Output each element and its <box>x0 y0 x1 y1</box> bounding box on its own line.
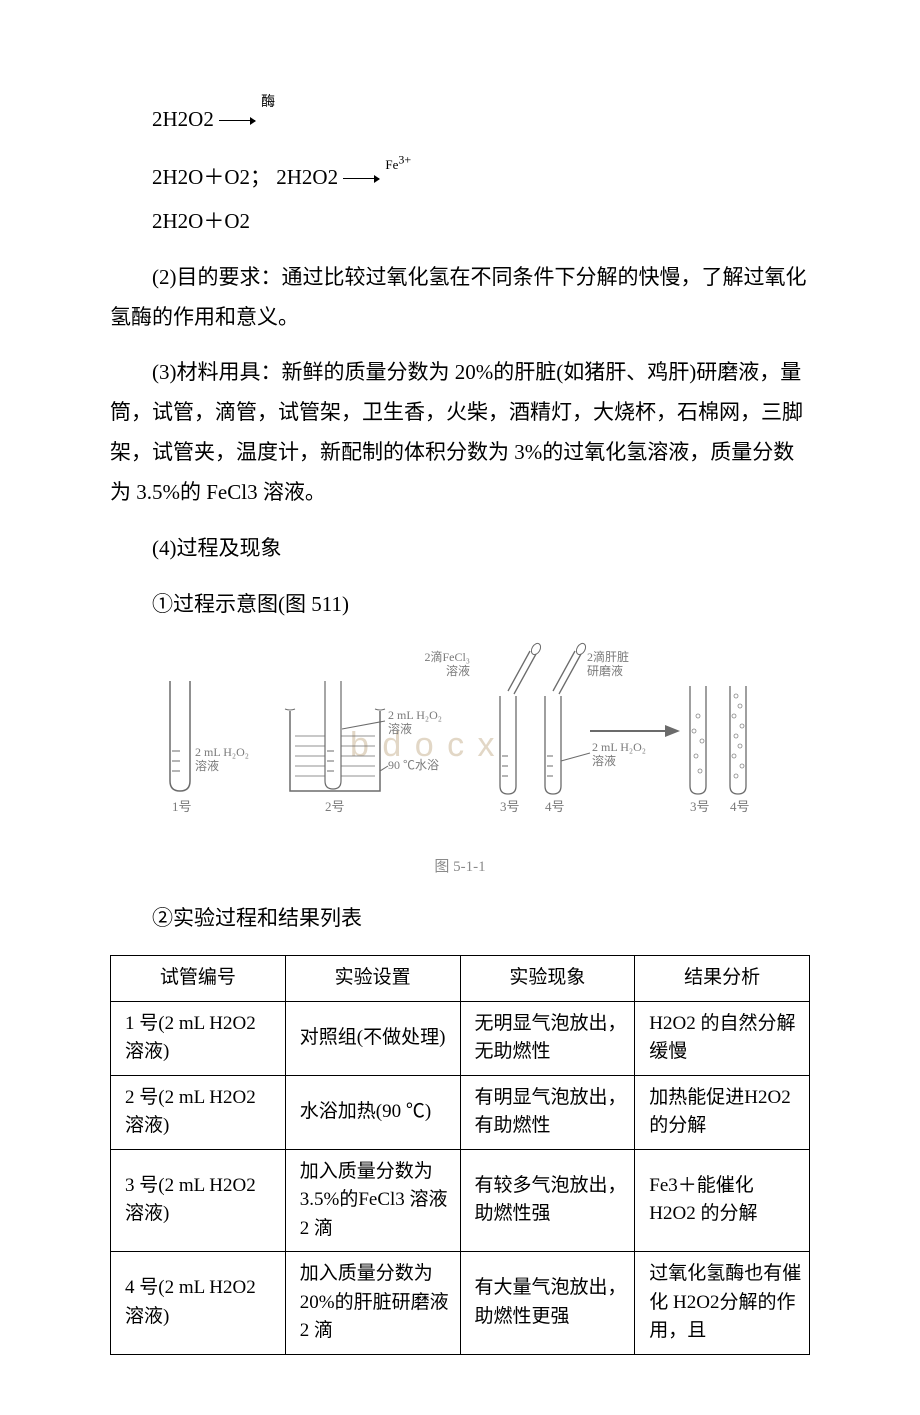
cell: 有明显气泡放出，有助燃性 <box>460 1075 635 1149</box>
page-root: 2H2O2 酶 2H2O＋O2； 2H2O2 Fe3+ 2H2O＋O2 (2)目… <box>0 0 920 1415</box>
cell: 2 号(2 mL H2O2 溶液) <box>111 1075 286 1149</box>
cell: 加热能促进H2O2 的分解 <box>635 1075 810 1149</box>
cell: 无明显气泡放出，无助燃性 <box>460 1001 635 1075</box>
beaker-label-sol2: 溶液 <box>388 721 412 736</box>
equation-line-1: 2H2O2 酶 <box>110 100 810 140</box>
th-phenomenon: 实验现象 <box>460 956 635 1002</box>
table-row: 3 号(2 mL H2O2 溶液) 加入质量分数为 3.5%的FeCl3 溶液 … <box>111 1149 810 1252</box>
process-diagram: b d o c x 2 mL H₂O₂ 溶液 1号 <box>110 641 810 845</box>
mid-t3: 3号 <box>500 799 520 814</box>
res-t3: 3号 <box>690 799 710 814</box>
tubes-3-4-result: 3号 4号 <box>690 686 750 814</box>
cell: 有大量气泡放出，助燃性更强 <box>460 1252 635 1355</box>
table-row: 4 号(2 mL H2O2 溶液) 加入质量分数为 20%的肝脏研磨液 2 滴 … <box>111 1252 810 1355</box>
mid-t4: 4号 <box>545 799 565 814</box>
equation-line-2: 2H2O＋O2； 2H2O2 Fe3+ <box>110 158 810 198</box>
eq2-part2-lhs: 2H2O2 <box>276 165 338 189</box>
cell: 1 号(2 mL H2O2 溶液) <box>111 1001 286 1075</box>
cell: Fe3＋能催化 H2O2 的分解 <box>635 1149 810 1252</box>
cell: 水浴加热(90 ℃) <box>285 1075 460 1149</box>
beaker-label-sol1: 2 mL H₂O₂ <box>388 708 442 722</box>
cell: 加入质量分数为 20%的肝脏研磨液 2 滴 <box>285 1252 460 1355</box>
dropper-fecl-2: 溶液 <box>446 663 470 678</box>
results-table: 试管编号 实验设置 实验现象 结果分析 1 号(2 mL H2O2 溶液) 对照… <box>110 955 810 1355</box>
diagram-svg: b d o c x 2 mL H₂O₂ 溶液 1号 <box>150 641 770 831</box>
reaction-arrow-fe: Fe3+ <box>343 168 379 190</box>
paragraph-3: (3)材料用具：新鲜的质量分数为 20%的肝脏(如猪肝、鸡肝)研磨液，量筒，试管… <box>110 353 810 513</box>
beaker-label-90c: 90 ℃水浴 <box>388 758 439 772</box>
diagram-caption: 图 5-1-1 <box>110 853 810 882</box>
th-setup: 实验设置 <box>285 956 460 1002</box>
eq2-part1: 2H2O＋O2； <box>152 165 271 189</box>
paragraph-4-1: ①过程示意图(图 511) <box>110 585 810 625</box>
arrow-label-fe: Fe3+ <box>343 154 379 173</box>
dropper-liver-1: 2滴肝脏 <box>587 649 629 664</box>
tube1-label-line1: 2 mL H₂O₂ <box>195 745 249 759</box>
paragraph-4: (4)过程及现象 <box>110 529 810 569</box>
dropper-liver-2: 研磨液 <box>587 663 623 678</box>
cell: 加入质量分数为 3.5%的FeCl3 溶液 2 滴 <box>285 1149 460 1252</box>
th-tube-id: 试管编号 <box>111 956 286 1002</box>
tube1-label-line2: 溶液 <box>195 758 219 773</box>
dropper-fecl-1: 2滴FeCl₃ <box>424 649 470 664</box>
table-header-row: 试管编号 实验设置 实验现象 结果分析 <box>111 956 810 1002</box>
cell: 过氧化氢酶也有催化 H2O2分解的作用，且 <box>635 1252 810 1355</box>
tube1-num: 1号 <box>172 799 192 814</box>
table-row: 1 号(2 mL H2O2 溶液) 对照组(不做处理) 无明显气泡放出，无助燃性… <box>111 1001 810 1075</box>
arrow-label-enzyme: 酶 <box>219 96 255 110</box>
cell: 4 号(2 mL H2O2 溶液) <box>111 1252 286 1355</box>
result-arrow <box>590 725 680 737</box>
tube-1: 2 mL H₂O₂ 溶液 1号 <box>170 681 249 814</box>
th-analysis: 结果分析 <box>635 956 810 1002</box>
arrow-head <box>250 117 256 125</box>
cell: 对照组(不做处理) <box>285 1001 460 1075</box>
equation-line-3: 2H2O＋O2 <box>110 202 810 242</box>
tube2-num: 2号 <box>325 799 345 814</box>
mid-sol-2: 溶液 <box>592 753 616 768</box>
arrow-head <box>374 175 380 183</box>
reaction-arrow-enzyme: 酶 <box>219 110 255 132</box>
spacer <box>110 140 810 158</box>
table-row: 2 号(2 mL H2O2 溶液) 水浴加热(90 ℃) 有明显气泡放出，有助燃… <box>111 1075 810 1149</box>
cell: 有较多气泡放出，助燃性强 <box>460 1149 635 1252</box>
paragraph-2: (2)目的要求：通过比较过氧化氢在不同条件下分解的快慢，了解过氧化氢酶的作用和意… <box>110 258 810 338</box>
mid-sol-1: 2 mL H₂O₂ <box>592 740 646 754</box>
cell: H2O2 的自然分解缓慢 <box>635 1001 810 1075</box>
eq1-lhs: 2H2O2 <box>152 107 214 131</box>
cell: 3 号(2 mL H2O2 溶液) <box>111 1149 286 1252</box>
paragraph-4-2: ②实验过程和结果列表 <box>110 899 810 939</box>
res-t4: 4号 <box>730 799 750 814</box>
